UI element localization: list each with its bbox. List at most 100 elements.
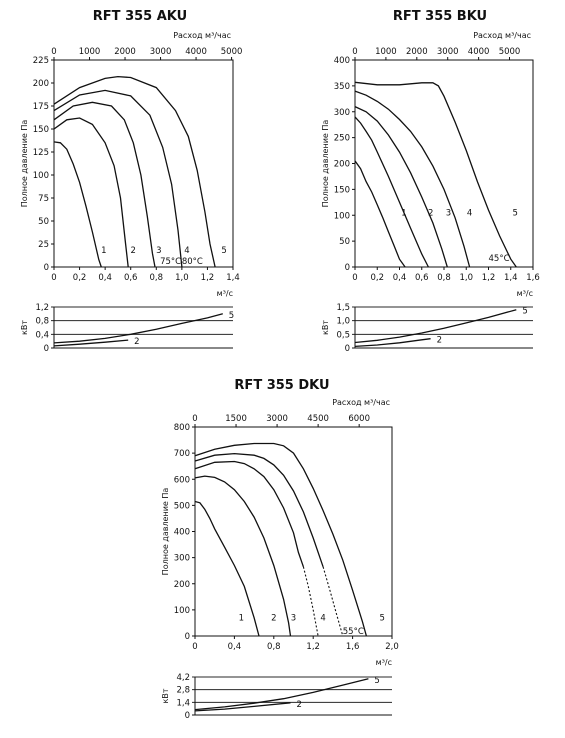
power-y-axis-label: кВт: [161, 688, 170, 703]
x-tick-label: 1,6: [526, 273, 540, 283]
power-y-tick-label: 1,2: [35, 303, 49, 313]
x-tick-label: 0: [352, 273, 357, 283]
y-tick-label: 150: [334, 185, 350, 195]
y-tick-label: 400: [174, 528, 190, 538]
curve-label: 2: [271, 613, 276, 623]
curve-label: 2: [428, 208, 433, 218]
y-tick-label: 350: [334, 82, 350, 92]
y-tick-label: 250: [334, 134, 350, 144]
plot-frame: [53, 59, 234, 268]
x2-tick-label: 5000: [499, 47, 521, 57]
power-y-tick-label: 4,2: [176, 673, 190, 683]
x-tick-label: 0,6: [415, 273, 429, 283]
curve-label: 5: [512, 208, 517, 218]
pressure-curve-5: [53, 75, 216, 268]
y-tick-label: 700: [174, 449, 190, 459]
power-y-axis-label: кВт: [321, 320, 330, 335]
curve-label: 4: [467, 208, 472, 218]
x2-tick-label: 3000: [266, 414, 288, 424]
power-y-tick-label: 0,5: [336, 330, 350, 340]
y-tick-label: 400: [334, 56, 350, 66]
x-tick-label: 0,8: [150, 273, 164, 283]
power-curve-label: 5: [522, 307, 527, 317]
power-y-tick-label: 0: [185, 711, 190, 721]
power-curve-5: [194, 678, 369, 711]
x2-tick-label: 0: [352, 47, 357, 57]
y-tick-label: 0: [44, 263, 49, 273]
y-tick-label: 75: [38, 194, 49, 204]
power-y-tick-label: 0,4: [35, 330, 49, 340]
y-tick-label: 200: [174, 580, 190, 590]
power-subplot: 0 0,4 0,8 1,2 кВт 5 2: [20, 303, 234, 354]
y-tick-label: 300: [334, 108, 350, 118]
x-tick-label: 1,6: [346, 642, 360, 652]
power-y-tick-label: 0,8: [35, 317, 49, 327]
power-curve-label: 2: [134, 337, 139, 347]
y-tick-label: 100: [174, 606, 190, 616]
power-y-tick-label: 2,8: [176, 686, 190, 696]
curve-label: 1: [101, 246, 106, 256]
x2-axis-label: Расход м³/час: [173, 31, 231, 40]
x-tick-label: 1,2: [306, 642, 320, 652]
x2-tick-label: 4500: [307, 414, 329, 424]
power-curve-5: [354, 309, 517, 344]
x-tick-label: 1,2: [482, 273, 496, 283]
x-axis-label: м³/с: [376, 658, 392, 667]
x-tick-label: 0,8: [267, 642, 281, 652]
y-axis-label: Полное давление Па: [321, 120, 330, 208]
pressure-curve-3: [354, 106, 448, 268]
x2-tick-label: 1000: [79, 47, 101, 57]
pressure-curve-4: [53, 89, 183, 268]
x2-axis-label: Расход м³/час: [473, 31, 531, 40]
pressure-curve-2: [194, 475, 292, 637]
power-curve-label: 5: [229, 311, 234, 321]
x2-tick-label: 4000: [468, 47, 490, 57]
x-tick-label: 1,4: [226, 273, 240, 283]
x-tick-label: 0,4: [228, 642, 242, 652]
x-axis-label: м³/с: [217, 289, 233, 298]
pressure-curve-2: [354, 116, 429, 268]
x2-tick-label: 2000: [406, 47, 428, 57]
power-curve-2: [354, 338, 431, 348]
x-tick-label: 1,2: [201, 273, 215, 283]
temperature-annotation: 75°C: [160, 257, 181, 267]
curve-label: 4: [184, 246, 189, 256]
x-axis-label: м³/с: [517, 289, 533, 298]
power-curve-label: 2: [437, 336, 442, 346]
x-tick-label: 0: [192, 642, 197, 652]
temperature-annotation: 45°C: [489, 254, 510, 264]
x2-tick-label: 5000: [221, 47, 243, 57]
pressure-curve-4: [194, 452, 324, 568]
x-tick-label: 0,6: [124, 273, 138, 283]
pressure-curve-5: [194, 442, 368, 637]
curve-label: 3: [446, 208, 451, 218]
x-tick-label: 0,4: [393, 273, 407, 283]
x2-tick-label: 0: [192, 414, 197, 424]
y-tick-label: 50: [38, 217, 49, 227]
x2-tick-label: 0: [51, 47, 56, 57]
y-axis-label: Полное давление Па: [161, 488, 170, 576]
power-axes: [354, 307, 533, 349]
x2-tick-label: 6000: [348, 414, 370, 424]
y-tick-label: 0: [345, 263, 350, 273]
x-tick-label: 0,2: [370, 273, 384, 283]
x2-tick-label: 2000: [114, 47, 136, 57]
curve-label: 3: [291, 613, 296, 623]
y-tick-label: 25: [38, 240, 49, 250]
y-axis-label: Полное давление Па: [20, 120, 29, 208]
y-tick-label: 300: [174, 554, 190, 564]
power-subplot: 0 1,4 2,8 4,2 кВт 5 2: [161, 673, 392, 721]
curve-label: 2: [131, 246, 136, 256]
power-y-tick-label: 0: [44, 344, 49, 354]
x-tick-label: 0,2: [73, 273, 87, 283]
chart-title: RFT 355 BKU: [393, 9, 487, 24]
y-tick-label: 0: [185, 632, 190, 642]
x-tick-label: 0: [51, 273, 56, 283]
pressure-curve-3: [53, 101, 156, 268]
pressure-curve-extension: [322, 566, 344, 637]
pressure-curve-1: [194, 500, 260, 637]
power-y-tick-label: 1,0: [336, 317, 350, 327]
